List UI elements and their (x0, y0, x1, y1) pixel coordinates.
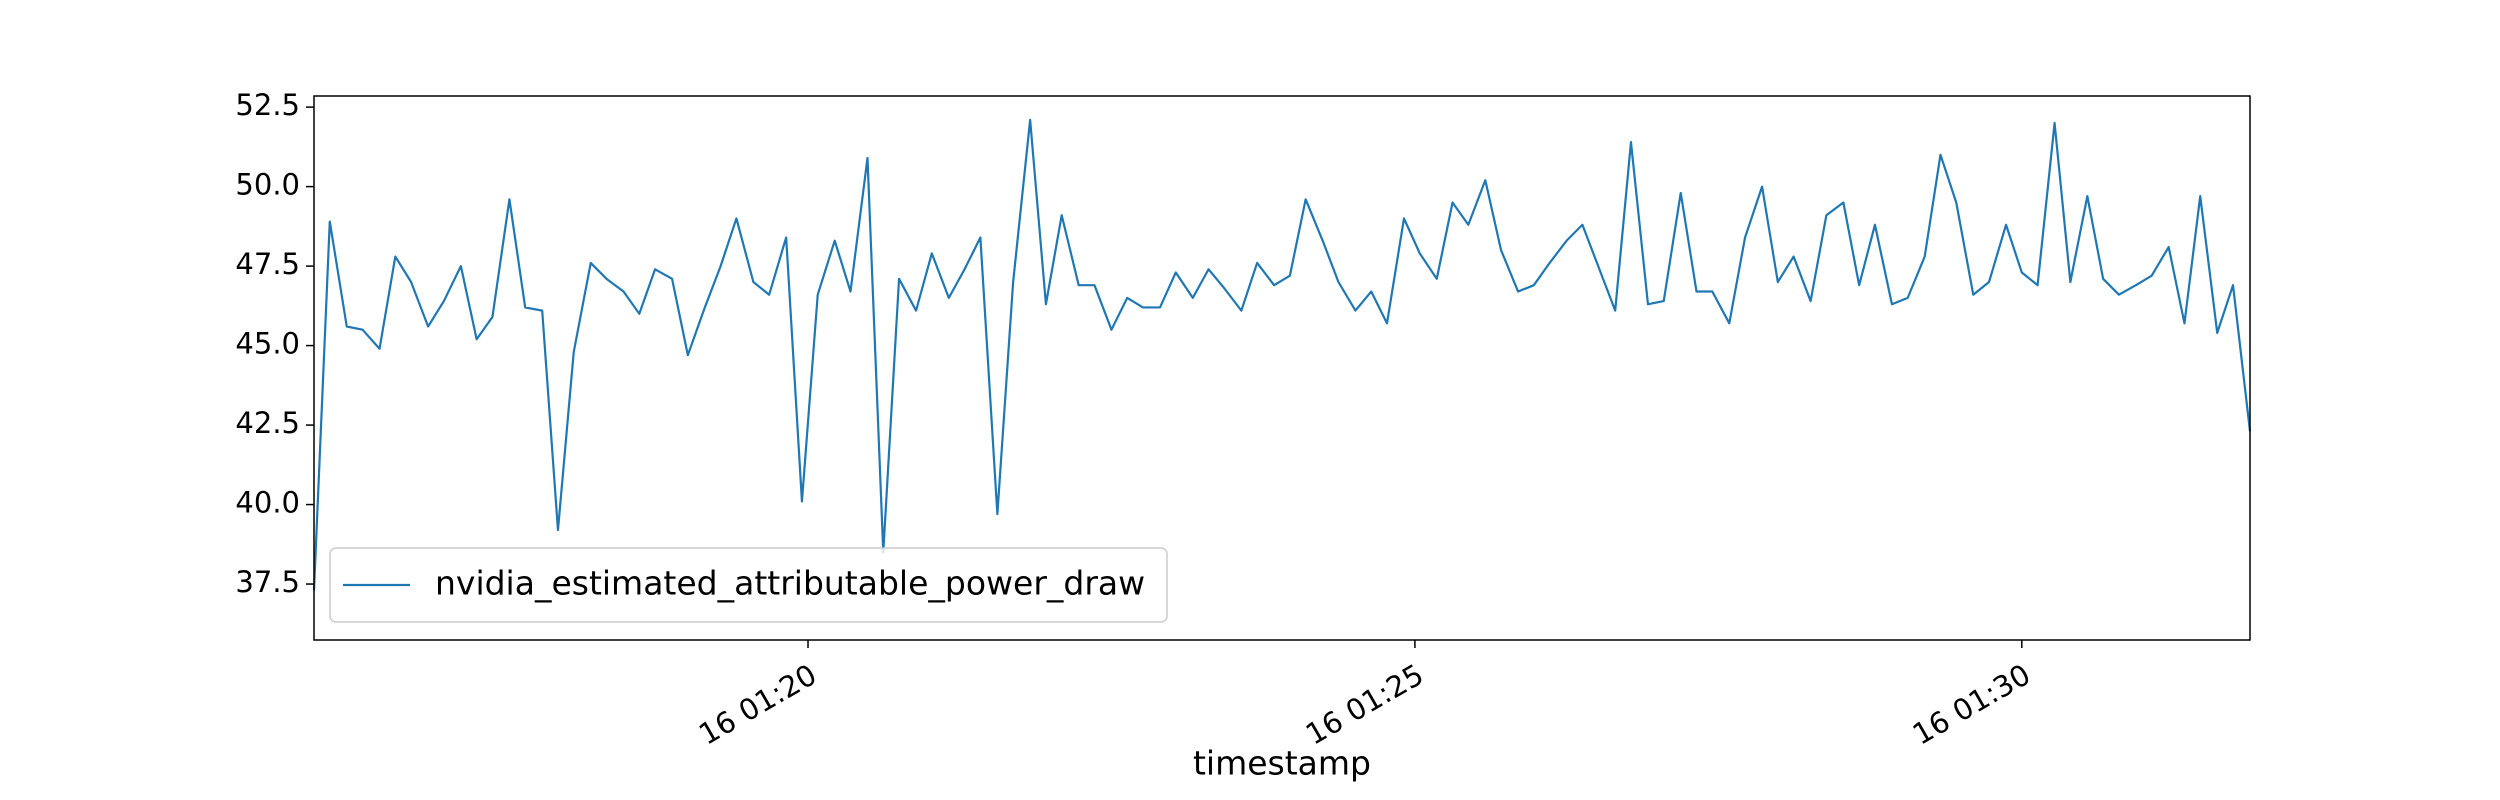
x-tick-label: 16 01:20 (693, 657, 822, 751)
y-tick-label: 50.0 (235, 168, 300, 202)
axes-frame (313, 95, 2251, 641)
legend-label: nvidia_estimated_attributable_power_draw (435, 564, 1145, 603)
data-line (312, 118, 2252, 591)
x-tick-label: 16 01:25 (1300, 657, 1429, 751)
y-tick-label: 42.5 (235, 406, 300, 440)
y-tick-label: 40.0 (235, 486, 300, 520)
y-tick-label: 52.5 (235, 88, 300, 122)
y-tick-label: 47.5 (235, 247, 300, 281)
y-tick-label: 37.5 (235, 565, 300, 599)
legend-box (329, 547, 1168, 623)
x-axis-label: timestamp (1193, 744, 1371, 783)
y-tick-label: 45.0 (235, 327, 300, 361)
x-tick-label: 16 01:30 (1907, 657, 2036, 751)
